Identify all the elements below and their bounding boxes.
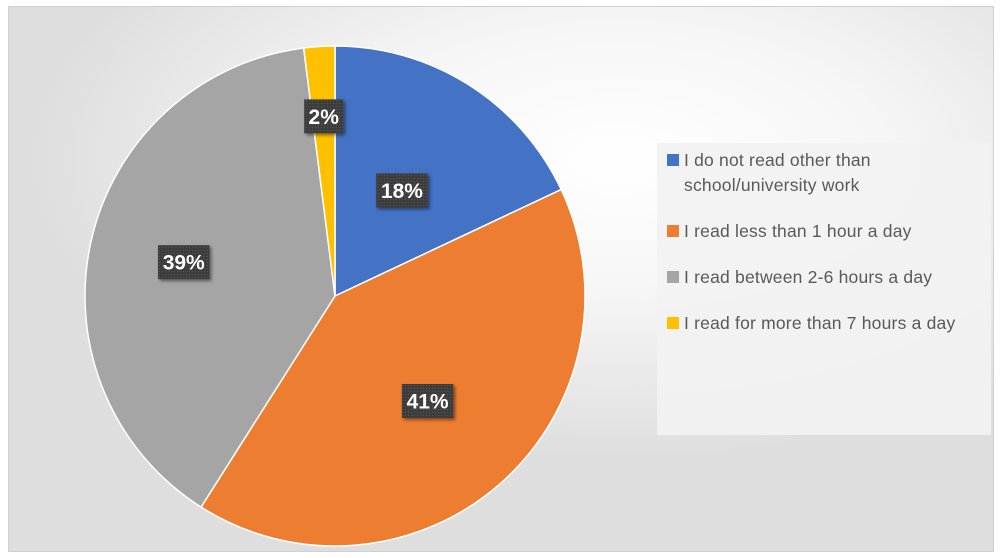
data-label-box bbox=[376, 173, 428, 208]
legend-label: I do not read other than school/universi… bbox=[684, 150, 871, 195]
pie-chart: 18% 41% 39% 2% bbox=[84, 45, 586, 547]
data-label-box bbox=[304, 99, 344, 134]
legend-label: I read less than 1 hour a day bbox=[684, 221, 912, 241]
data-label: 18% bbox=[376, 173, 428, 208]
data-label: 41% bbox=[401, 384, 454, 419]
legend-item-2-6-hours: I read between 2-6 hours a day bbox=[667, 265, 983, 290]
data-label: 2% bbox=[304, 99, 344, 134]
data-label-text: 18% bbox=[381, 180, 423, 203]
data-label: 39% bbox=[157, 245, 210, 280]
legend-swatch bbox=[667, 225, 679, 237]
legend: I do not read other than school/universi… bbox=[657, 143, 991, 435]
chart-area: 18% 41% 39% 2% I do not read other than sch… bbox=[8, 6, 994, 552]
slice-2-6-hours bbox=[84, 47, 336, 509]
legend-swatch bbox=[667, 154, 679, 166]
legend-swatch bbox=[667, 317, 679, 329]
legend-label: I read between 2-6 hours a day bbox=[684, 267, 933, 287]
legend-item-no-reading: I do not read other than school/universi… bbox=[667, 148, 983, 198]
data-label-text: 2% bbox=[309, 106, 340, 129]
legend-swatch bbox=[667, 271, 679, 283]
data-label-box bbox=[157, 245, 210, 280]
pie-data-labels: 18% 41% 39% 2% bbox=[157, 99, 454, 419]
data-label-box bbox=[401, 384, 454, 419]
pie-slices bbox=[84, 45, 586, 547]
legend-item-less-than-1-hour: I read less than 1 hour a day bbox=[667, 219, 983, 244]
data-label-text: 39% bbox=[163, 252, 205, 275]
slice-less-than-1-hour bbox=[200, 188, 586, 547]
data-label-text: 41% bbox=[407, 391, 449, 414]
legend-item-more-than-7-hours: I read for more than 7 hours a day bbox=[667, 311, 983, 336]
slice-no-reading bbox=[334, 45, 563, 298]
legend-label: I read for more than 7 hours a day bbox=[684, 313, 956, 333]
